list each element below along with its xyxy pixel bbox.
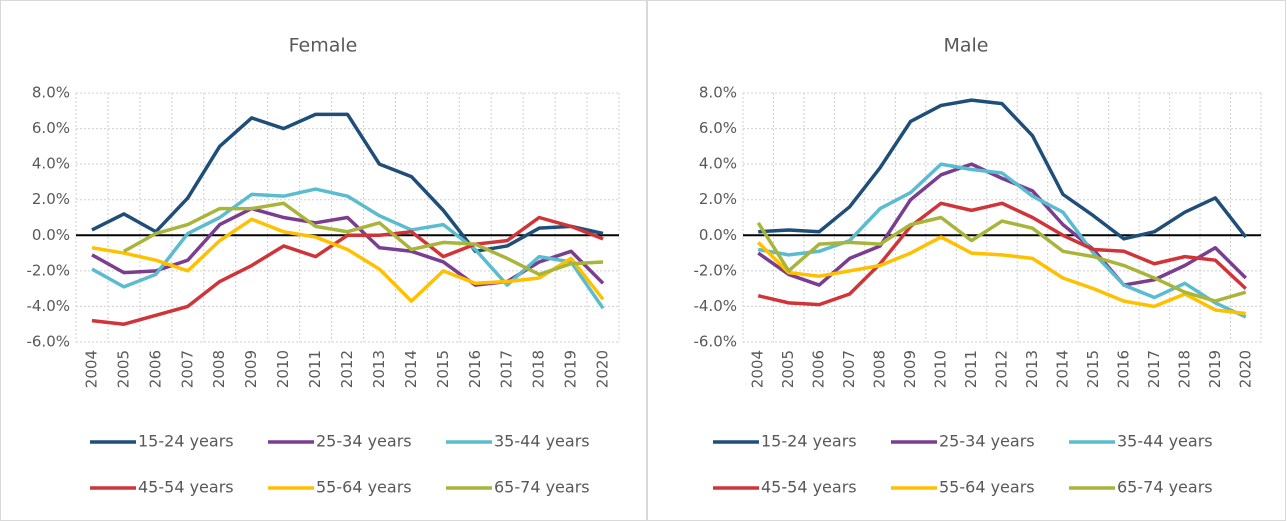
x-tick-label: 2013 xyxy=(370,350,388,388)
y-tick-label: 2.0% xyxy=(32,190,70,208)
x-tick-label: 2005 xyxy=(779,350,797,388)
x-tick-label: 2012 xyxy=(993,350,1011,388)
y-tick-label: -2.0% xyxy=(26,261,70,279)
x-tick-label: 2017 xyxy=(498,350,516,388)
series-line xyxy=(91,217,605,303)
x-tick-label: 2015 xyxy=(434,350,452,388)
x-tick-label: 2007 xyxy=(840,350,858,388)
x-tick-label: 2013 xyxy=(1023,350,1041,388)
y-tick-label: 4.0% xyxy=(32,155,70,173)
x-tick-label: 2014 xyxy=(402,350,420,388)
x-tick-label: 2004 xyxy=(749,350,767,388)
x-tick-label: 2016 xyxy=(1114,350,1132,388)
x-tick-label: 2016 xyxy=(466,350,484,388)
x-tick-label: 2006 xyxy=(810,350,828,388)
x-tick-label: 2011 xyxy=(306,350,324,388)
x-tick-label: 2015 xyxy=(1084,350,1102,388)
legend-label: 45-54 years xyxy=(761,478,857,497)
x-tick-label: 2009 xyxy=(901,350,919,388)
series-line xyxy=(91,112,604,254)
y-tick-label: 6.0% xyxy=(699,119,737,137)
series-line xyxy=(757,201,1247,307)
x-tick-label: 2010 xyxy=(274,350,292,388)
y-tick-label: 0.0% xyxy=(699,226,737,244)
y-tick-label: 4.0% xyxy=(699,155,737,173)
x-tick-label: 2020 xyxy=(594,350,612,388)
y-tick-label: 6.0% xyxy=(32,119,70,137)
x-tick-label: 2018 xyxy=(1175,350,1193,388)
x-tick-label: 2008 xyxy=(871,350,889,388)
y-tick-label: 0.0% xyxy=(32,226,70,244)
legend-label: 35-44 years xyxy=(494,432,590,451)
x-tick-label: 2014 xyxy=(1053,350,1071,388)
series-line xyxy=(123,201,604,277)
series-line xyxy=(757,162,1247,287)
legend-label: 15-24 years xyxy=(138,432,234,451)
x-tick-label: 2004 xyxy=(82,350,100,388)
legend-label: 25-34 years xyxy=(316,432,412,451)
series-line xyxy=(91,215,604,326)
legend-label: 15-24 years xyxy=(761,432,857,451)
legend-label: 55-64 years xyxy=(939,478,1035,497)
legend-label: 55-64 years xyxy=(316,478,412,497)
x-tick-label: 2009 xyxy=(242,350,260,388)
y-tick-label: 8.0% xyxy=(699,84,737,102)
x-tick-label: 2019 xyxy=(562,350,580,388)
y-tick-label: -4.0% xyxy=(693,297,737,315)
legend-label: 65-74 years xyxy=(494,478,590,497)
x-tick-label: 2010 xyxy=(932,350,950,388)
legend-label: 45-54 years xyxy=(138,478,234,497)
x-tick-label: 2011 xyxy=(962,350,980,388)
x-tick-label: 2019 xyxy=(1206,350,1224,388)
series-line xyxy=(756,215,1247,303)
x-tick-label: 2012 xyxy=(338,350,356,388)
x-tick-label: 2008 xyxy=(210,350,228,388)
x-tick-label: 2006 xyxy=(146,350,164,388)
x-tick-label: 2017 xyxy=(1145,350,1163,388)
y-tick-label: -6.0% xyxy=(693,333,737,351)
panel-frame xyxy=(647,0,1286,521)
series-line xyxy=(757,235,1246,316)
x-tick-label: 2020 xyxy=(1236,350,1254,388)
y-tick-label: -2.0% xyxy=(693,261,737,279)
legend-label: 25-34 years xyxy=(939,432,1035,451)
x-tick-label: 2005 xyxy=(114,350,132,388)
chart-title: Female xyxy=(289,35,358,57)
y-tick-label: -6.0% xyxy=(26,333,70,351)
series-line xyxy=(758,98,1248,241)
series-line xyxy=(91,187,605,310)
legend-label: 35-44 years xyxy=(1117,432,1213,451)
x-tick-label: 2018 xyxy=(530,350,548,388)
y-tick-label: 2.0% xyxy=(699,190,737,208)
y-tick-label: 8.0% xyxy=(32,84,70,102)
x-tick-label: 2007 xyxy=(178,350,196,388)
legend-label: 65-74 years xyxy=(1117,478,1213,497)
y-tick-label: -4.0% xyxy=(26,297,70,315)
chart-title: Male xyxy=(943,35,988,57)
